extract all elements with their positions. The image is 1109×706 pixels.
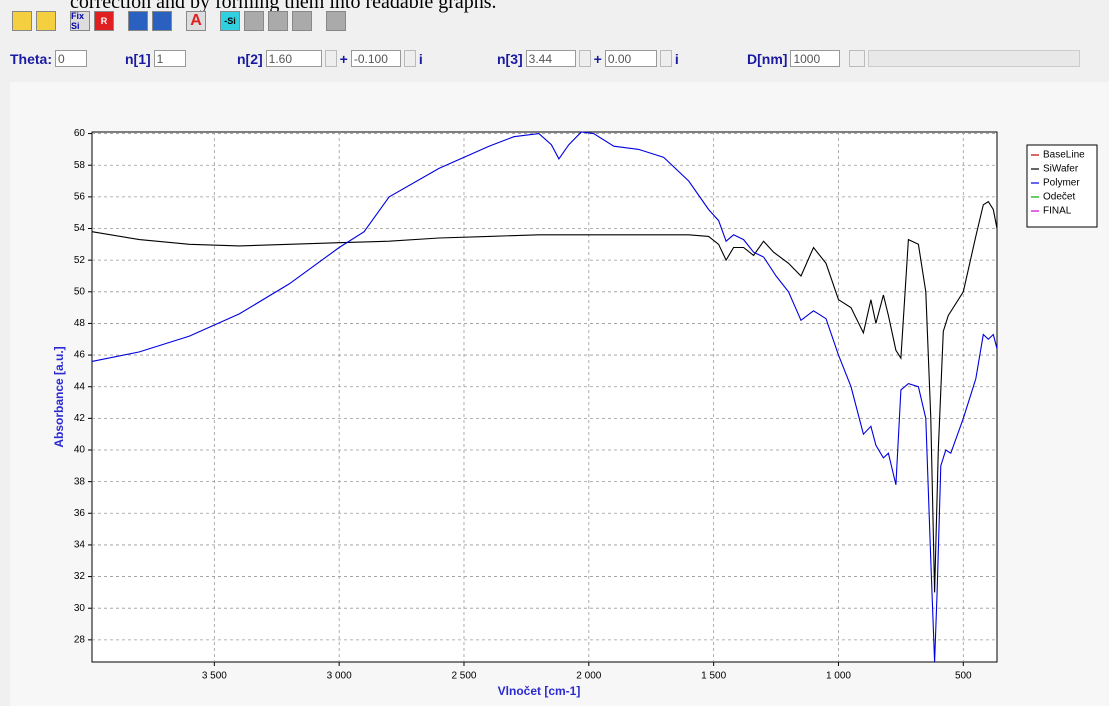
slider[interactable] <box>868 50 1081 67</box>
x-tick-label: 3 500 <box>202 671 227 682</box>
legend-label: Polymer <box>1043 178 1080 189</box>
y-tick-label: 54 <box>74 223 86 234</box>
imag-unit: i <box>674 50 679 67</box>
spinner[interactable] <box>659 50 672 67</box>
a-button[interactable]: A <box>186 11 206 31</box>
open-button[interactable] <box>12 11 32 31</box>
y-tick-label: 42 <box>74 413 86 424</box>
label: n[2] <box>237 50 263 67</box>
y-tick-label: 38 <box>74 476 86 487</box>
legend-box <box>1026 144 1098 228</box>
label: Theta: <box>10 50 52 67</box>
x-tick-label: 1 000 <box>826 671 851 682</box>
tool-button[interactable] <box>152 11 172 31</box>
label: n[3] <box>497 50 523 67</box>
fixsi-button[interactable]: Fix Si <box>70 11 90 31</box>
legend-label: BaseLine <box>1043 150 1085 161</box>
si-button[interactable]: -Si <box>220 11 240 31</box>
disabled-button[interactable] <box>326 11 346 31</box>
y-tick-label: 44 <box>74 381 86 392</box>
input[interactable]: 0 <box>55 50 87 67</box>
legend-label: FINAL <box>1043 206 1072 217</box>
n3-control: n[3] 3.44 +0.00 i <box>497 50 679 67</box>
y-tick-label: 36 <box>74 508 86 519</box>
y-axis-label: Absorbance [a.u.] <box>52 346 66 447</box>
y-tick-label: 58 <box>74 160 86 171</box>
disabled-button[interactable] <box>292 11 312 31</box>
y-tick-label: 30 <box>74 603 86 614</box>
slider-arrow[interactable] <box>849 50 866 67</box>
x-tick-label: 3 000 <box>327 671 352 682</box>
y-tick-label: 50 <box>74 286 86 297</box>
x-tick-label: 1 500 <box>701 671 726 682</box>
x-tick-label: 500 <box>955 671 972 682</box>
plus: + <box>339 50 348 67</box>
y-tick-label: 32 <box>74 571 86 582</box>
y-tick-label: 48 <box>74 318 86 329</box>
spinner[interactable] <box>578 50 591 67</box>
series-line <box>91 200 998 593</box>
series-line <box>91 131 998 663</box>
header-text: correction and by forming them into read… <box>70 0 497 13</box>
disabled-button[interactable] <box>244 11 264 31</box>
disabled-button[interactable] <box>268 11 288 31</box>
x-tick-label: 2 000 <box>576 671 601 682</box>
plot-area <box>91 131 998 663</box>
y-tick-label: 52 <box>74 255 86 266</box>
legend-label: SiWafer <box>1043 164 1079 175</box>
spinner[interactable] <box>403 50 416 67</box>
input[interactable]: 3.44 <box>525 50 576 67</box>
legend-label: Odečet <box>1043 192 1075 203</box>
x-axis-label: Vlnočet [cm-1] <box>498 684 581 698</box>
spinner[interactable] <box>324 50 337 67</box>
d-control: D[nm] 1000 <box>747 50 1081 67</box>
y-tick-label: 56 <box>74 192 86 203</box>
open2-button[interactable] <box>36 11 56 31</box>
imag-unit: i <box>418 50 423 67</box>
y-tick-label: 60 <box>74 128 86 139</box>
input[interactable]: 1000 <box>790 50 841 67</box>
n2-control: n[2] 1.60 + -0.100 i <box>237 50 423 67</box>
input[interactable]: 1.60 <box>265 50 322 67</box>
tool-button[interactable] <box>128 11 148 31</box>
y-tick-label: 40 <box>74 445 86 456</box>
input[interactable]: -0.100 <box>350 50 401 67</box>
x-tick-label: 2 500 <box>451 671 476 682</box>
input[interactable]: 0.00 <box>604 50 657 67</box>
label: D[nm] <box>747 50 788 67</box>
r-button[interactable]: R <box>94 11 114 31</box>
y-tick-label: 34 <box>74 540 86 551</box>
label: n[1] <box>125 50 151 67</box>
toolbar: Fix Si R A -Si <box>12 11 346 31</box>
input[interactable]: 1 <box>153 50 186 67</box>
theta-control: Theta: 0 <box>10 50 87 67</box>
plus: + <box>593 50 602 67</box>
n1-control: n[1] 1 <box>125 50 186 67</box>
y-tick-label: 46 <box>74 350 86 361</box>
y-tick-label: 28 <box>74 634 86 645</box>
